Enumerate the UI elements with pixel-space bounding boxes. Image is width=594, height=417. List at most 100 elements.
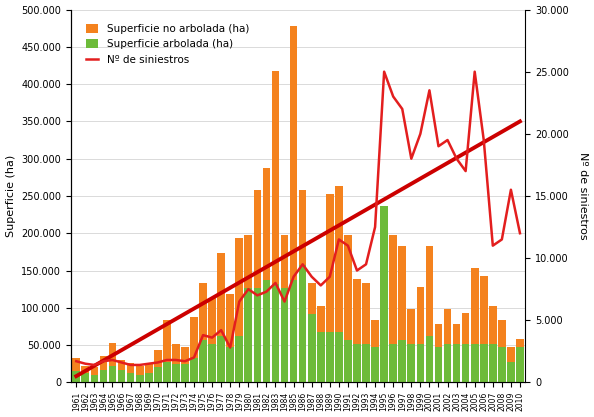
Bar	[109, 366, 116, 382]
Bar	[154, 349, 162, 382]
Bar	[498, 347, 505, 382]
Bar	[100, 370, 108, 382]
Bar	[154, 367, 162, 382]
Bar	[326, 332, 334, 382]
Bar	[362, 283, 370, 382]
Bar	[299, 265, 307, 382]
Bar	[281, 288, 288, 382]
Bar	[199, 340, 207, 382]
Bar	[462, 344, 469, 382]
Bar	[90, 375, 98, 382]
Bar	[462, 313, 469, 382]
Bar	[480, 276, 488, 382]
Bar	[407, 344, 415, 382]
Bar	[271, 71, 279, 382]
Bar	[353, 279, 361, 382]
Bar	[271, 284, 279, 382]
Bar	[208, 344, 216, 382]
Bar	[145, 373, 153, 382]
Y-axis label: Nº de siniestros: Nº de siniestros	[579, 152, 589, 240]
Bar	[254, 288, 261, 382]
Bar	[281, 235, 288, 382]
Bar	[163, 362, 170, 382]
Bar	[118, 360, 125, 382]
Bar	[344, 235, 352, 382]
Bar	[480, 344, 488, 382]
Bar	[245, 288, 252, 382]
Bar	[471, 344, 479, 382]
Bar	[435, 324, 443, 382]
Bar	[181, 347, 189, 382]
Bar	[407, 309, 415, 382]
Bar	[353, 344, 361, 382]
Bar	[399, 246, 406, 382]
Bar	[362, 344, 370, 382]
Bar	[308, 314, 315, 382]
Legend: Superficie no arbolada (ha), Superficie arbolada (ha), Nº de siniestros: Superficie no arbolada (ha), Superficie …	[81, 18, 254, 70]
Bar	[335, 186, 343, 382]
Bar	[118, 370, 125, 382]
Bar	[72, 359, 80, 382]
Bar	[335, 332, 343, 382]
Bar	[226, 294, 234, 382]
Bar	[317, 332, 324, 382]
Bar	[190, 317, 198, 382]
Bar	[290, 280, 298, 382]
Bar	[245, 235, 252, 382]
Bar	[90, 367, 98, 382]
Bar	[489, 344, 497, 382]
Bar	[299, 190, 307, 382]
Bar	[226, 347, 234, 382]
Bar	[263, 280, 270, 382]
Bar	[81, 373, 89, 382]
Bar	[190, 359, 198, 382]
Bar	[136, 366, 144, 382]
Bar	[471, 268, 479, 382]
Bar	[516, 347, 524, 382]
Bar	[326, 194, 334, 382]
Bar	[371, 320, 379, 382]
Bar	[453, 344, 460, 382]
Y-axis label: Superficie (ha): Superficie (ha)	[5, 155, 15, 237]
Bar	[100, 356, 108, 382]
Bar	[498, 320, 505, 382]
Bar	[308, 283, 315, 382]
Bar	[489, 306, 497, 382]
Bar	[72, 371, 80, 382]
Bar	[163, 320, 170, 382]
Bar	[317, 306, 324, 382]
Bar	[81, 366, 89, 382]
Bar	[435, 347, 443, 382]
Bar	[217, 336, 225, 382]
Bar	[425, 336, 433, 382]
Bar	[416, 287, 424, 382]
Bar	[145, 363, 153, 382]
Bar	[181, 364, 189, 382]
Bar	[127, 373, 134, 382]
Bar	[389, 344, 397, 382]
Bar	[290, 26, 298, 382]
Bar	[444, 309, 451, 382]
Bar	[453, 324, 460, 382]
Bar	[263, 168, 270, 382]
Bar	[507, 347, 515, 382]
Bar	[371, 347, 379, 382]
Bar	[109, 343, 116, 382]
Bar	[399, 340, 406, 382]
Bar	[380, 206, 388, 382]
Bar	[172, 364, 180, 382]
Bar	[136, 375, 144, 382]
Bar	[254, 190, 261, 382]
Bar	[380, 233, 388, 382]
Bar	[516, 339, 524, 382]
Bar	[235, 239, 243, 382]
Bar	[127, 363, 134, 382]
Bar	[389, 235, 397, 382]
Bar	[199, 283, 207, 382]
Bar	[344, 340, 352, 382]
Bar	[172, 344, 180, 382]
Bar	[416, 344, 424, 382]
Bar	[235, 336, 243, 382]
Bar	[217, 254, 225, 382]
Bar	[208, 298, 216, 382]
